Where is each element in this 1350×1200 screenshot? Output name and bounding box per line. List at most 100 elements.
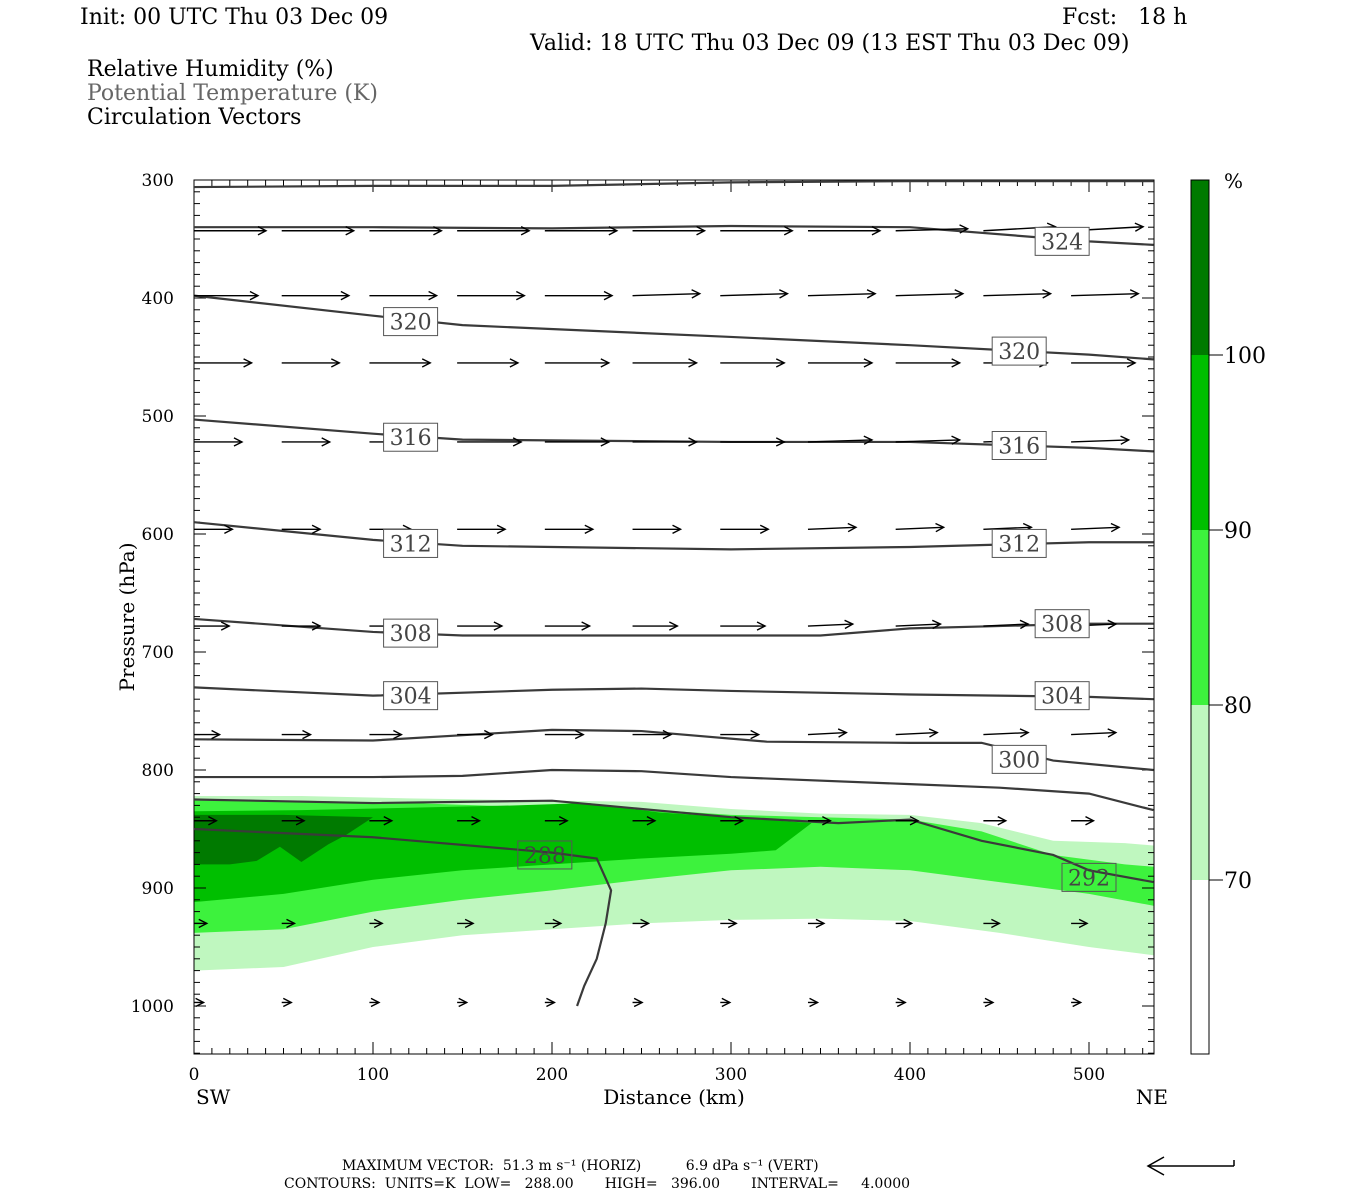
theta-label-324: 324 <box>1041 230 1083 255</box>
circulation-vector <box>983 292 1051 297</box>
vector-arrowhead <box>520 226 531 236</box>
init-time: Init: 00 UTC Thu 03 Dec 09 <box>80 5 389 30</box>
vector-arrowhead <box>775 358 786 368</box>
vector-arrowhead <box>471 816 482 826</box>
vector-arrowhead <box>837 728 848 738</box>
y-tick-label: 600 <box>142 525 174 545</box>
colorbar-segment <box>1191 355 1209 530</box>
vector-arrowhead <box>496 524 507 534</box>
theta-contour-312 <box>193 521 1154 551</box>
y-tick-label: 500 <box>142 407 174 427</box>
vector-arrowhead <box>421 358 432 368</box>
vector-arrowhead <box>809 997 820 1008</box>
max-vector-text: MAXIMUM VECTOR: 51.3 m s⁻¹ (HORIZ) 6.9 d… <box>342 1158 819 1174</box>
contours-text: CONTOURS: UNITS=K LOW= 288.00 HIGH= 396.… <box>284 1176 911 1192</box>
vector-arrowhead <box>871 226 882 236</box>
colorbar-segment <box>1191 705 1209 880</box>
circulation-vector <box>632 292 700 297</box>
vector-arrowhead <box>783 226 794 236</box>
vector-arrowhead <box>483 729 494 740</box>
vector-arrowhead <box>935 522 946 533</box>
x-tick-label: 200 <box>536 1065 568 1085</box>
vector-arrowhead <box>345 226 356 236</box>
vector-arrowhead <box>512 437 523 447</box>
vector-arrowhead <box>959 224 970 234</box>
theta-label-320-box <box>991 336 1047 366</box>
vector-arrowhead <box>330 358 341 368</box>
colorbar-level-label: 90 <box>1224 519 1252 544</box>
circulation-vector <box>807 292 876 297</box>
circulation-vector <box>807 623 853 627</box>
vector-arrowhead <box>600 437 611 447</box>
vector-arrowhead <box>844 619 855 630</box>
vector-arrowhead <box>552 918 563 929</box>
colorbar-level-label: 100 <box>1224 344 1266 369</box>
circulation-vector <box>1071 731 1116 736</box>
circulation-vector <box>895 228 968 232</box>
theta-contour-304 <box>193 686 1154 701</box>
theta-contour-292 <box>193 798 1154 884</box>
vector-arrowhead <box>1107 619 1118 630</box>
vector-arrowhead <box>1107 728 1118 738</box>
valid-time: Valid: 18 UTC Thu 03 Dec 09 (13 EST Thu … <box>530 31 1130 56</box>
vector-arrowhead <box>815 918 826 929</box>
circulation-vector <box>1071 439 1129 443</box>
circulation-vector <box>983 731 1029 736</box>
vector-arrowhead <box>954 289 965 299</box>
vector-arrowhead <box>688 437 699 447</box>
theta-label-312: 312 <box>998 532 1040 557</box>
theta-label-304-box <box>1034 681 1090 711</box>
vector-arrowhead <box>321 437 332 447</box>
left-arrow-icon <box>1146 1156 1165 1176</box>
vector-arrowhead <box>509 358 520 368</box>
theta-label-288: 288 <box>524 844 566 869</box>
y-tick-label: 400 <box>142 289 174 309</box>
circulation-vector <box>983 623 1029 627</box>
vector-arrowhead <box>756 621 767 631</box>
vector-arrowhead <box>224 524 234 534</box>
circulation-vector <box>895 526 944 530</box>
x-axis-label: Distance (km) <box>603 1085 745 1109</box>
vector-arrowhead <box>257 226 268 236</box>
x-tick-label: 0 <box>189 1065 200 1085</box>
vector-arrowhead <box>515 290 526 301</box>
vector-arrowhead <box>822 816 832 826</box>
vector-arrowhead <box>991 918 1001 929</box>
x-tick-label: 300 <box>715 1065 747 1085</box>
vector-arrowhead <box>302 729 313 740</box>
vector-arrowhead <box>1019 728 1030 738</box>
vector-arrowhead <box>1072 997 1083 1008</box>
theta-label-308-box <box>383 618 439 648</box>
vector-arrowhead <box>696 226 707 236</box>
vector-arrowhead <box>584 524 595 534</box>
vector-arrowhead <box>558 816 569 826</box>
forecast-hour: Fcst: 18 h <box>1062 5 1188 30</box>
vector-arrowhead <box>433 226 443 236</box>
theta-label-308-box <box>1034 609 1090 639</box>
circulation-vector <box>807 731 847 736</box>
theta-label-308: 308 <box>1041 613 1083 638</box>
vector-arrowhead <box>1126 358 1137 368</box>
colorbar-frame <box>1190 179 1210 1055</box>
vector-arrowhead <box>646 816 657 826</box>
theta-label-312-box <box>383 528 439 558</box>
vector-arrowhead <box>669 621 679 631</box>
vector-arrowhead <box>691 289 702 299</box>
vector-arrowhead <box>340 290 351 301</box>
colorbar-unit: % <box>1224 169 1243 193</box>
theta-label-316: 316 <box>390 426 432 451</box>
circulation-vector <box>895 731 938 736</box>
vector-arrowhead <box>672 524 683 534</box>
rh-area-100 <box>194 814 373 865</box>
vector-arrowhead <box>195 997 206 1008</box>
endpoint-right-label: NE <box>1136 1085 1168 1109</box>
vector-arrowhead <box>1134 222 1145 232</box>
y-tick-label: 900 <box>142 879 174 899</box>
colorbar-level-label: 80 <box>1224 694 1252 719</box>
vector-arrowhead <box>1078 918 1089 929</box>
y-axis-label: Pressure (hPa) <box>115 543 139 692</box>
vector-arrowhead <box>249 290 260 301</box>
vector-arrowhead <box>847 522 858 533</box>
theta-label-288-box <box>517 840 573 870</box>
theta-label-300-box <box>991 744 1047 774</box>
